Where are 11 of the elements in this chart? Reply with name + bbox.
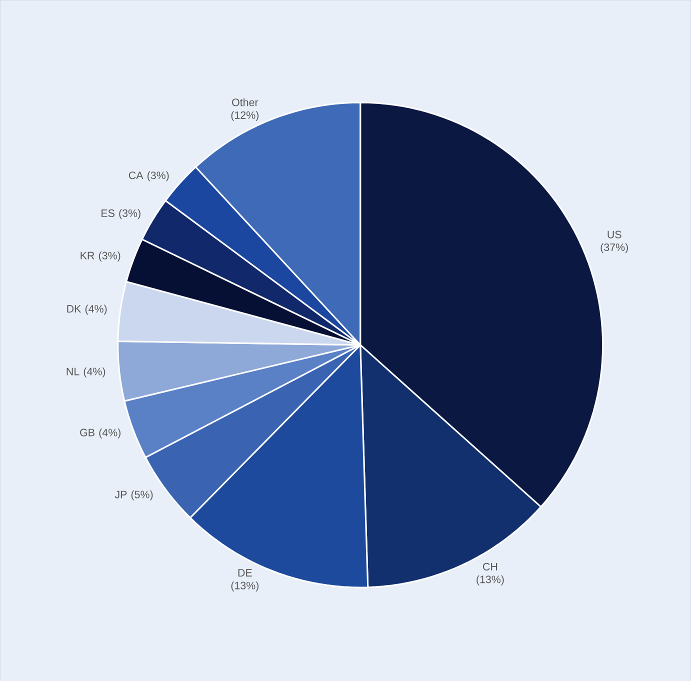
slice-label: CH (13%) bbox=[476, 563, 504, 586]
slice-label: DE (13%) bbox=[231, 569, 259, 592]
slice-label: DK (4%) bbox=[67, 304, 107, 315]
slice-label: CA (3%) bbox=[128, 171, 169, 182]
slice-label: GB (4%) bbox=[80, 428, 120, 439]
slice-label: JP (5%) bbox=[114, 490, 153, 501]
slice-label: Other (12%) bbox=[231, 98, 259, 122]
slice-label: ES (3%) bbox=[102, 209, 140, 220]
slice-label: NL (4%) bbox=[66, 368, 106, 378]
slice-label: KR (3%) bbox=[80, 252, 120, 262]
slice-label: US (37%) bbox=[600, 230, 628, 254]
